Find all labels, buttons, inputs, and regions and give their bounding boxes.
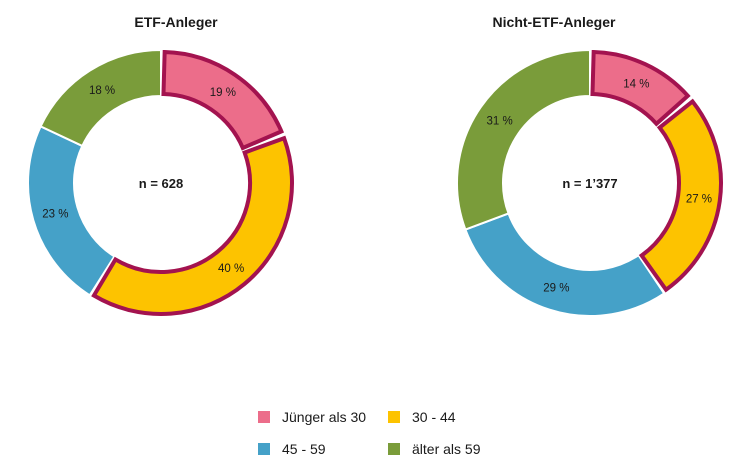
donut-chart-etf: ETF-Anleger 19 % 40 % 23 % 18 % n = 628 — [0, 0, 372, 340]
legend-swatch — [388, 443, 400, 455]
slices-normal — [456, 48, 666, 317]
slice-jünger-als-30 — [590, 49, 691, 127]
slice-value-label: 31 % — [487, 115, 513, 127]
slices-normal — [27, 48, 162, 297]
legend-label: 30 - 44 — [412, 409, 456, 425]
slice-45-59 — [27, 125, 116, 297]
legend-item-45-59: 45 - 59 — [258, 440, 326, 458]
slice-value-label: 27 % — [686, 193, 712, 205]
legend-label: 45 - 59 — [282, 441, 326, 457]
legend-item-under-30: Jünger als 30 — [258, 408, 366, 426]
legend-item-30-44: 30 - 44 — [388, 408, 456, 426]
donut-chart-non-etf: Nicht-ETF-Anleger 14 % 27 % 29 % 31 % n = 1’… — [372, 0, 744, 340]
slice-älter-als-59 — [39, 48, 162, 148]
sample-size-label: n = 628 — [139, 176, 183, 191]
legend-label: älter als 59 — [412, 441, 481, 457]
chart-title: Nicht-ETF-Anleger — [492, 14, 616, 30]
slice-jünger-als-30 — [161, 49, 285, 151]
slice-value-label: 40 % — [218, 263, 244, 275]
legend-swatch — [258, 443, 270, 455]
slices-highlighted — [91, 49, 294, 316]
donut-chart-svg: 14 % 27 % 29 % 31 % n = 1’377 — [456, 48, 723, 317]
slice-value-label: 19 % — [210, 87, 236, 99]
legend-label: Jünger als 30 — [282, 409, 367, 425]
sample-size-label: n = 1’377 — [562, 176, 617, 191]
donut-chart-svg: 19 % 40 % 23 % 18 % n = 628 — [27, 48, 294, 316]
legend: Jünger als 30 30 - 44 45 - 59 älter als … — [0, 400, 744, 460]
slice-45-59 — [464, 212, 666, 317]
slice-älter-als-59 — [456, 48, 591, 231]
slice-value-label: 14 % — [623, 78, 649, 90]
legend-swatch — [258, 411, 270, 423]
slice-30-44 — [638, 98, 723, 293]
legend-item-over-59: älter als 59 — [388, 440, 480, 458]
slice-value-label: 23 % — [42, 209, 68, 221]
slice-value-label: 29 % — [543, 283, 569, 295]
chart-title: ETF-Anleger — [134, 14, 218, 30]
legend-swatch — [388, 411, 400, 423]
slice-30-44 — [91, 135, 294, 316]
slice-value-label: 18 % — [89, 85, 115, 97]
slices-highlighted — [590, 49, 723, 293]
